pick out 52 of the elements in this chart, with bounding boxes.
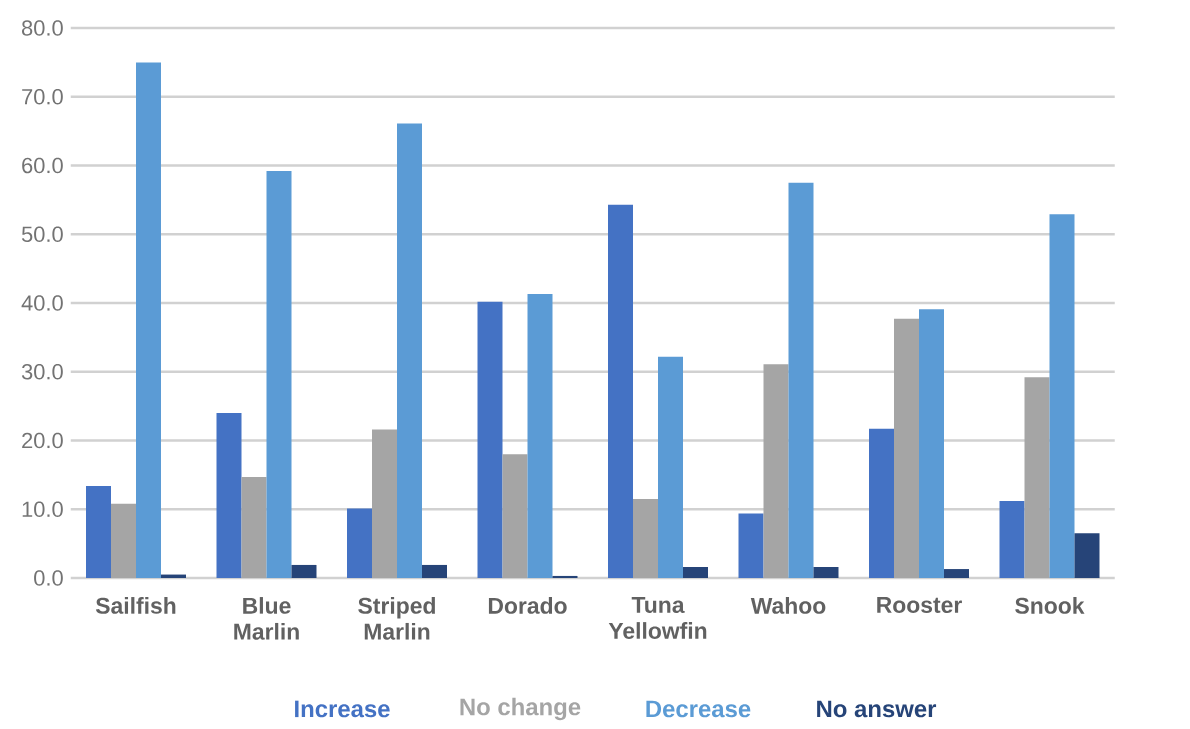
bar <box>241 476 267 578</box>
x-tick-label: Wahoo <box>750 597 826 614</box>
bar <box>999 501 1025 578</box>
x-tick-label: Tuna Yellowfin <box>608 597 707 639</box>
bar <box>813 567 839 578</box>
text: Decrease <box>646 700 751 718</box>
bar <box>608 204 633 578</box>
y-tick-label: 50.0 <box>21 226 63 243</box>
bar <box>291 564 317 578</box>
bar <box>111 503 136 578</box>
y-tick-label: 10.0 <box>22 501 63 518</box>
x-tick-label: Sailfish <box>95 597 176 614</box>
y-tick-label: 30.0 <box>21 364 63 380</box>
text: No answer <box>817 700 937 718</box>
bar <box>216 413 242 578</box>
bar <box>683 567 708 578</box>
x-tick-label: Snook <box>1015 597 1085 614</box>
bar <box>397 123 422 578</box>
y-tick-label: 20.0 <box>22 432 63 449</box>
bar <box>894 318 919 578</box>
bar <box>86 485 111 578</box>
bar <box>266 171 292 578</box>
bar <box>944 569 969 578</box>
y-tick-label: 40.0 <box>21 295 63 311</box>
x-tick-label: Blue Marlin <box>234 597 299 640</box>
bar <box>422 564 447 578</box>
bar <box>1074 533 1100 578</box>
bar <box>527 294 553 578</box>
y-tick-label: 0.0 <box>34 570 63 586</box>
x-tick-label: Striped Marlin <box>358 597 435 640</box>
x-tick-label: Rooster <box>877 597 962 614</box>
bar <box>1049 214 1075 578</box>
x-tick-label: Dorado <box>488 597 567 614</box>
y-tick-label: 80.0 <box>21 20 63 36</box>
y-tick-label: 60.0 <box>22 157 63 174</box>
bar <box>738 513 764 578</box>
bar <box>372 429 397 578</box>
text: No change <box>460 697 581 721</box>
bar <box>552 575 578 578</box>
bar <box>347 508 372 578</box>
y-tick-label: 70.0 <box>22 89 63 105</box>
bar <box>763 364 789 578</box>
bar <box>869 428 894 578</box>
bar <box>477 301 503 578</box>
bar <box>788 182 814 578</box>
bar <box>136 62 161 578</box>
text: Increase <box>295 700 390 718</box>
bar <box>919 309 944 578</box>
bar <box>502 454 528 578</box>
bar <box>1024 377 1050 578</box>
bar <box>633 498 658 578</box>
bar <box>658 356 683 578</box>
